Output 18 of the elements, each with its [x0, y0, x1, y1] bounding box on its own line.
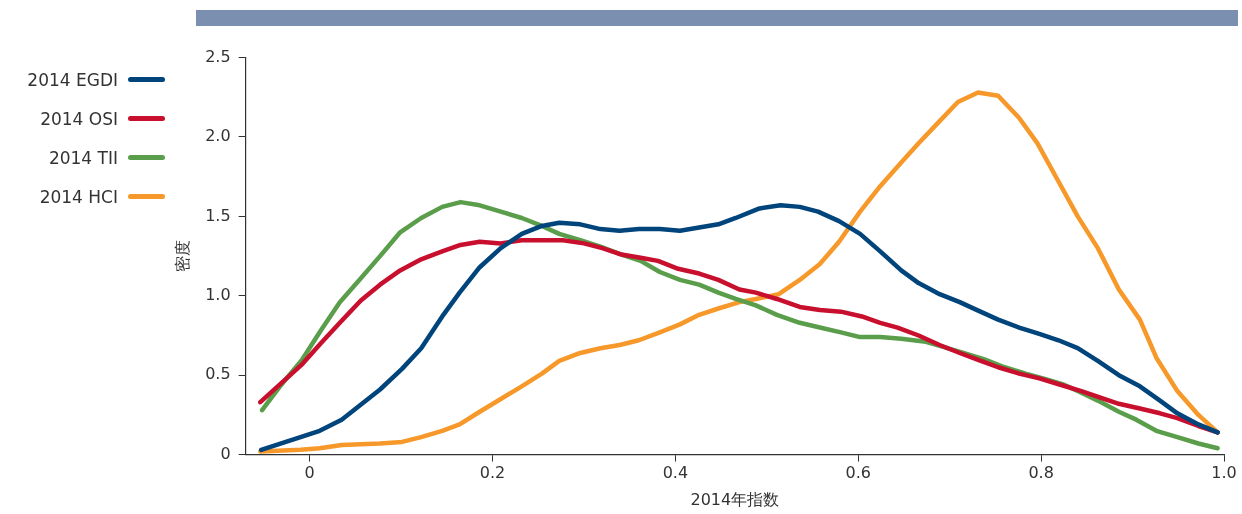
x-tick-label: 0.6	[845, 463, 871, 483]
y-axis-title: 密度	[172, 240, 192, 273]
legend-label: 2014 HCI	[39, 186, 118, 207]
y-tick-label: 2.0	[205, 126, 231, 146]
x-axis-title: 2014年指数	[690, 489, 780, 509]
y-tick-label: 0.5	[205, 364, 231, 384]
legend-label: 2014 EGDI	[27, 69, 118, 90]
y-tick-label: 1.5	[205, 205, 231, 225]
x-tick-label: 0	[304, 463, 315, 483]
x-tick-label: 0.2	[479, 463, 506, 483]
legend-label: 2014 TII	[48, 147, 118, 168]
y-tick-label: 1.0	[205, 284, 231, 304]
x-tick-label: 1.0	[1211, 463, 1237, 483]
y-tick-label: 0	[220, 443, 231, 463]
x-tick-label: 0.4	[662, 463, 689, 483]
x-tick-label: 0.8	[1028, 463, 1054, 483]
legend-label: 2014 OSI	[40, 108, 118, 129]
y-tick-label: 2.5	[205, 46, 231, 66]
